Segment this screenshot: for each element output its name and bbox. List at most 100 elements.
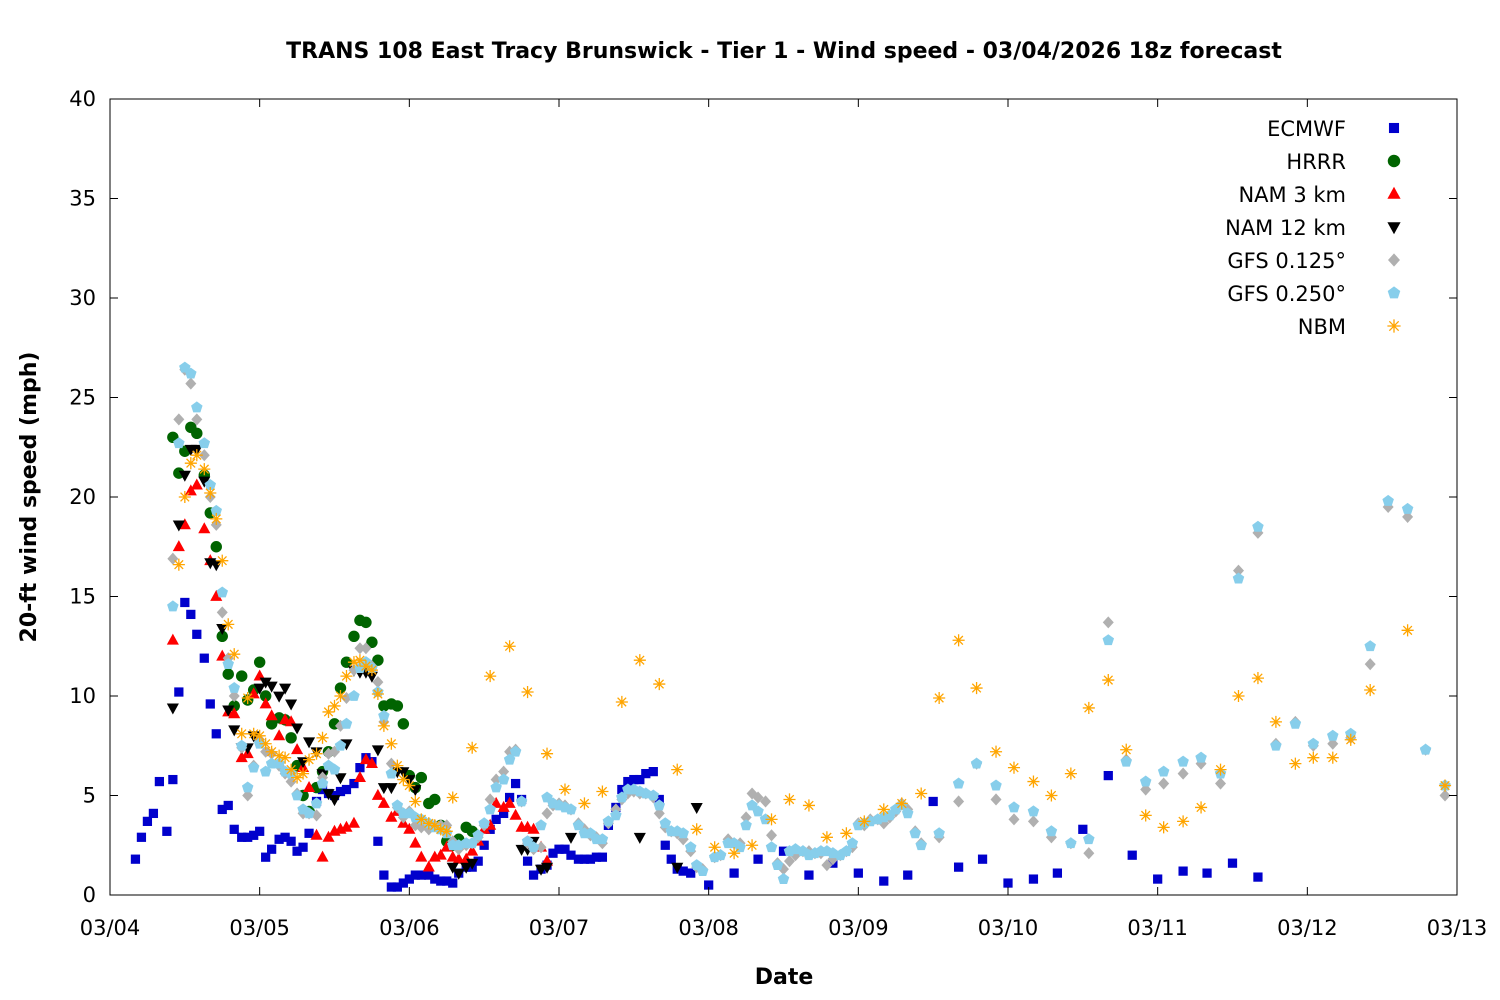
data-point [765, 841, 778, 853]
data-point [385, 737, 398, 750]
data-point [434, 823, 447, 836]
data-point [989, 745, 1003, 758]
data-point [1232, 689, 1245, 703]
data-point [216, 606, 228, 619]
data-point [409, 795, 422, 808]
data-point [821, 859, 833, 872]
data-point [348, 630, 360, 643]
data-point [1065, 837, 1077, 849]
data-point [766, 829, 778, 842]
chart-title: TRANS 108 East Tracy Brunswick - Tier 1 … [286, 39, 1282, 64]
data-point [204, 479, 217, 490]
data-point [205, 699, 215, 709]
data-point [1232, 572, 1245, 584]
data-point [365, 671, 378, 683]
data-point [190, 478, 203, 490]
data-point [211, 729, 221, 739]
data-point [879, 876, 889, 886]
data-point [647, 789, 660, 801]
data-point [746, 799, 758, 811]
data-point [334, 739, 347, 751]
legend-item-ecmwf: ECMWF [1267, 117, 1400, 141]
data-point [1307, 751, 1320, 764]
data-point [1157, 821, 1170, 834]
data-point [527, 841, 540, 853]
data-point [1139, 775, 1152, 787]
data-point [1045, 825, 1058, 837]
data-point [310, 747, 323, 760]
data-point [355, 763, 365, 773]
data-point [210, 541, 222, 553]
data-point [1139, 809, 1152, 822]
data-point [415, 771, 428, 784]
data-point [635, 774, 645, 785]
data-point [430, 874, 440, 884]
data-point [853, 868, 863, 878]
data-point [243, 832, 253, 842]
data-point [484, 803, 496, 815]
data-point [397, 773, 410, 786]
data-point [354, 642, 366, 655]
data-point [340, 656, 353, 668]
data-point [1270, 739, 1282, 751]
y-tick-label: 15 [69, 585, 96, 609]
data-point [228, 707, 241, 719]
data-point [686, 868, 696, 878]
data-point [479, 840, 489, 850]
x-tick-label: 03/12 [1277, 916, 1338, 940]
data-point [360, 642, 372, 655]
data-point [820, 831, 833, 844]
data-point [548, 848, 558, 858]
legend-item-nam-12-km: NAM 12 km [1225, 216, 1401, 240]
legend-item-gfs-0-250: GFS 0.250° [1227, 282, 1401, 306]
data-point [373, 836, 383, 846]
data-point [696, 865, 709, 877]
data-point [198, 476, 211, 488]
data-point [933, 691, 946, 705]
data-point [298, 842, 308, 852]
data-point [1327, 737, 1339, 750]
data-point [310, 797, 323, 809]
data-point [473, 856, 483, 866]
legend-marker [1387, 186, 1401, 199]
y-tick-label: 25 [69, 386, 96, 410]
data-point [1439, 789, 1451, 802]
data-point [653, 799, 666, 811]
data-point [509, 808, 522, 820]
data-point [617, 784, 627, 795]
data-point [1103, 770, 1113, 781]
data-point [503, 640, 516, 653]
data-point [249, 830, 259, 840]
y-axis: 0 5 10 15 20 25 30 35 40 [69, 87, 1457, 907]
data-point [1008, 801, 1020, 813]
data-point [466, 741, 479, 754]
data-point [510, 778, 521, 789]
data-point [172, 558, 185, 571]
data-point [223, 800, 233, 811]
data-point [348, 664, 360, 677]
data-point [178, 490, 191, 504]
data-point [585, 854, 596, 864]
legend-item-nam-3-km: NAM 3 km [1238, 183, 1401, 207]
data-point [154, 776, 165, 787]
data-point [259, 737, 272, 750]
data-point [178, 470, 191, 482]
data-point [1269, 715, 1282, 728]
data-point [392, 882, 402, 892]
data-point [1102, 616, 1114, 629]
data-point [503, 796, 516, 808]
data-point [708, 841, 721, 854]
data-point [291, 743, 304, 755]
data-point [1344, 727, 1357, 739]
data-point [778, 863, 789, 876]
data-point [340, 670, 353, 683]
data-point [279, 751, 292, 764]
data-point [273, 749, 286, 762]
data-point [1120, 743, 1133, 756]
data-point [416, 870, 426, 880]
data-point [933, 827, 945, 839]
data-point [391, 799, 404, 811]
x-tick-label: 03/04 [80, 916, 141, 940]
data-point [403, 822, 416, 834]
data-point [267, 844, 277, 854]
